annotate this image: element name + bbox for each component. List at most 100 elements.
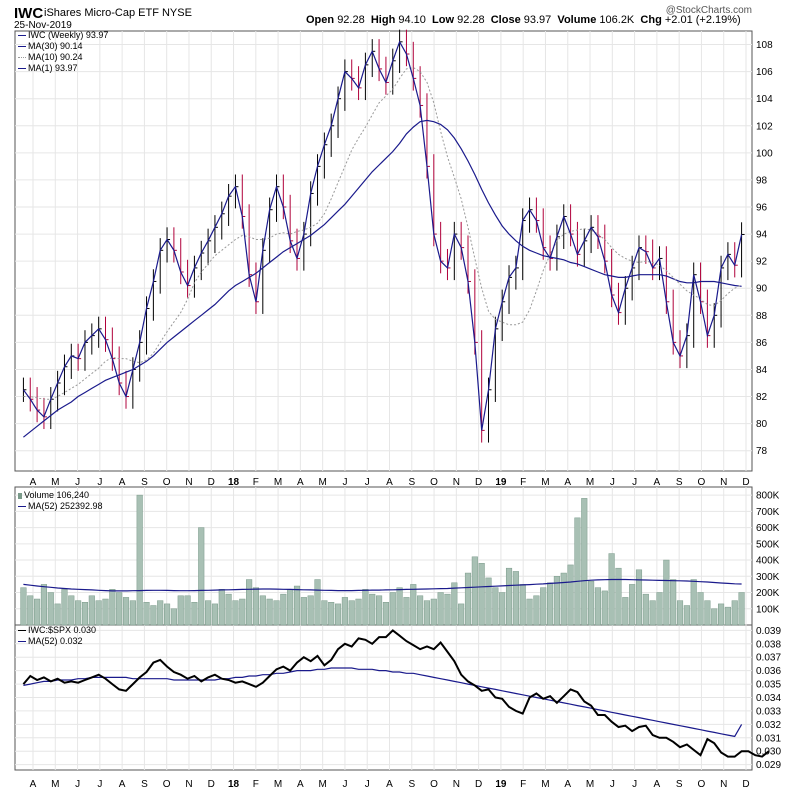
volume-bar bbox=[259, 595, 266, 626]
x-tick-label: M bbox=[318, 477, 326, 488]
price-y-tick-label: 82 bbox=[756, 392, 768, 403]
price-y-tick-label: 106 bbox=[756, 67, 773, 78]
volume-bar bbox=[102, 598, 109, 626]
legend-ratio: IWC:$SPX 0.030 bbox=[18, 625, 96, 636]
volume-bar bbox=[540, 587, 547, 626]
volume-bar bbox=[430, 598, 437, 626]
volume-bar bbox=[300, 597, 307, 626]
x-tick-label: S bbox=[408, 477, 415, 488]
volume-bar bbox=[95, 600, 102, 626]
price-y-tick-label: 78 bbox=[756, 446, 768, 457]
x-tick-label: A bbox=[654, 477, 661, 488]
low-label: Low bbox=[432, 14, 455, 26]
volume-bar bbox=[615, 567, 622, 626]
x-tick-label-bottom: N bbox=[185, 779, 192, 790]
price-y-tick-label: 102 bbox=[756, 121, 773, 132]
x-tick-label-bottom: M bbox=[274, 779, 282, 790]
ticker-symbol: IWC bbox=[14, 5, 44, 22]
low-value: 92.28 bbox=[457, 14, 485, 26]
volume-y-tick-label: 200K bbox=[756, 588, 780, 599]
x-tick-label: O bbox=[698, 477, 706, 488]
volume-bar bbox=[280, 593, 287, 626]
volume-bar bbox=[334, 603, 342, 626]
volume-bar bbox=[163, 603, 171, 626]
volume-bar bbox=[34, 598, 41, 626]
x-tick-label: A bbox=[30, 477, 37, 488]
x-tick-label-bottom: M bbox=[51, 779, 59, 790]
volume-y-tick-label: 600K bbox=[756, 523, 780, 534]
volume-bar bbox=[129, 600, 136, 626]
volume-bar bbox=[601, 590, 608, 626]
price-y-tick-label: 88 bbox=[756, 311, 768, 322]
legend-ma10: MA(10) 90.24 bbox=[18, 52, 108, 63]
volume-bar bbox=[341, 597, 348, 626]
volume-bar bbox=[252, 587, 260, 626]
volume-bar bbox=[451, 582, 458, 626]
x-tick-label: M bbox=[274, 477, 282, 488]
x-tick-label: O bbox=[430, 477, 438, 488]
volume-label: Volume bbox=[557, 14, 597, 26]
x-tick-label: M bbox=[586, 477, 594, 488]
price-y-tick-label: 94 bbox=[756, 230, 768, 241]
x-tick-label-bottom: O bbox=[698, 779, 706, 790]
volume-bar bbox=[348, 600, 355, 626]
x-tick-label: A bbox=[564, 477, 571, 488]
x-tick-label: D bbox=[742, 477, 749, 488]
x-tick-label-bottom: A bbox=[564, 779, 571, 790]
x-tick-label-bottom: D bbox=[208, 779, 215, 790]
x-tick-label-bottom: D bbox=[742, 779, 749, 790]
volume-bar bbox=[355, 598, 362, 626]
x-tick-label: M bbox=[51, 477, 59, 488]
x-tick-label: J bbox=[365, 477, 370, 488]
volume-value: 106.2K bbox=[599, 14, 635, 26]
volume-bar bbox=[560, 572, 567, 626]
volume-bar bbox=[410, 584, 417, 626]
x-tick-label: N bbox=[185, 477, 192, 488]
brand-watermark: @StockCharts.com bbox=[665, 5, 752, 16]
volume-bar bbox=[512, 571, 519, 626]
x-tick-label-bottom: M bbox=[541, 779, 549, 790]
volume-bar bbox=[718, 603, 725, 626]
ratio-legend: IWC:$SPX 0.030 MA(52) 0.032 bbox=[18, 625, 96, 647]
volume-bar bbox=[519, 584, 526, 626]
price-y-tick-label: 98 bbox=[756, 175, 768, 186]
volume-bar bbox=[88, 595, 95, 626]
ratio-y-tick-label: 0.033 bbox=[756, 706, 781, 717]
close-label: Close bbox=[490, 14, 521, 26]
volume-bar bbox=[403, 597, 410, 626]
volume-bar bbox=[54, 603, 61, 626]
legend-ma1-text: MA(1) 93.97 bbox=[28, 63, 78, 73]
x-tick-label: M bbox=[541, 477, 549, 488]
ratio-y-tick-label: 0.035 bbox=[756, 680, 781, 691]
volume-bar bbox=[75, 600, 82, 626]
volume-bar bbox=[376, 595, 383, 626]
x-tick-label-bottom: F bbox=[520, 779, 526, 790]
x-tick-label-bottom: J bbox=[75, 779, 80, 790]
ratio-y-tick-label: 0.038 bbox=[756, 639, 781, 650]
volume-legend: Volume 106,240 MA(52) 252392.98 bbox=[18, 490, 103, 512]
volume-ma-line bbox=[23, 578, 742, 592]
price-y-tick-label: 96 bbox=[756, 203, 768, 214]
volume-bar bbox=[211, 603, 218, 626]
price-y-tick-label: 84 bbox=[756, 365, 768, 376]
price-y-tick-label: 108 bbox=[756, 40, 773, 51]
legend-vol-ma-text: MA(52) 252392.98 bbox=[28, 501, 103, 511]
x-tick-label: D bbox=[208, 477, 215, 488]
chart-date: 25-Nov-2019 bbox=[14, 20, 72, 31]
x-tick-label: J bbox=[342, 477, 347, 488]
x-tick-label-bottom: A bbox=[654, 779, 661, 790]
volume-bar bbox=[116, 592, 123, 626]
ohlc-readout: Open 92.28 High 94.10 Low 92.28 Close 93… bbox=[306, 14, 741, 26]
x-tick-label-bottom: S bbox=[408, 779, 415, 790]
legend-volume: Volume 106,240 bbox=[18, 490, 103, 501]
x-tick-label-bottom: O bbox=[430, 779, 438, 790]
volume-bar bbox=[649, 600, 656, 626]
volume-bar bbox=[321, 600, 328, 626]
x-tick-label-bottom: 19 bbox=[495, 779, 507, 790]
volume-bar bbox=[232, 600, 239, 626]
volume-bar bbox=[369, 593, 376, 626]
chart-header: IWC iShares Micro-Cap ETF NYSE 25-Nov-20… bbox=[0, 0, 800, 31]
security-name: iShares Micro-Cap ETF NYSE bbox=[44, 7, 192, 19]
x-tick-label: J bbox=[610, 477, 615, 488]
x-tick-label: J bbox=[632, 477, 637, 488]
